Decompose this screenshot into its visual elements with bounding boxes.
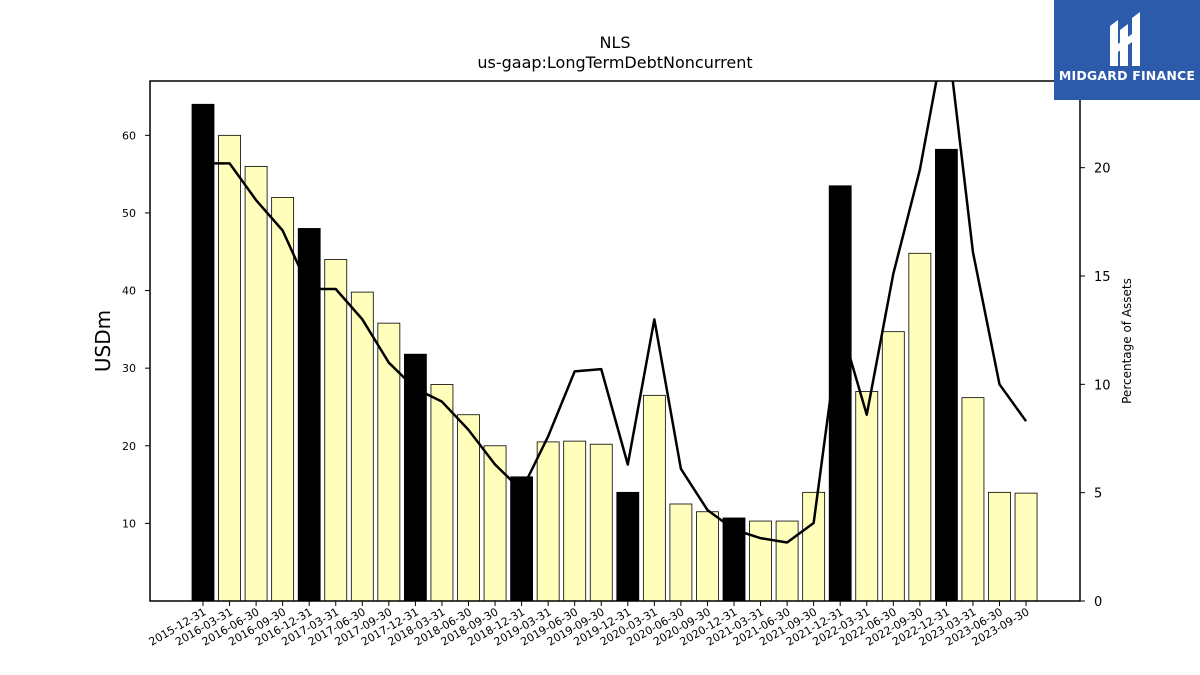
bar-2016-12-31 xyxy=(297,228,321,602)
y2-tick-label: 15 xyxy=(1094,270,1111,285)
bar-2022-06-30 xyxy=(881,331,905,602)
bar-2019-09-30 xyxy=(589,443,613,602)
y-tick-label: 10 xyxy=(122,517,136,530)
bar-2017-06-30 xyxy=(350,291,374,602)
y2-tick-label: 5 xyxy=(1094,487,1102,502)
midgard-finance-logo: MIDGARD FINANCE xyxy=(1054,0,1200,100)
y-tick-label: 40 xyxy=(122,285,136,298)
bar-2022-03-31 xyxy=(855,391,879,602)
chart-subtitle: us-gaap:LongTermDebtNoncurrent xyxy=(477,53,752,72)
y2-axis-label: Percentage of Assets xyxy=(1120,278,1134,404)
bar-2023-03-31 xyxy=(961,397,985,602)
bar-2019-06-30 xyxy=(563,440,587,602)
bar-2022-12-31 xyxy=(935,148,958,602)
bar-2017-09-30 xyxy=(377,322,401,602)
bar-2020-03-31 xyxy=(642,394,666,602)
bar-2016-09-30 xyxy=(271,197,295,602)
plot-frame xyxy=(149,80,1081,602)
bar-group xyxy=(191,103,1038,602)
bar-2020-06-30 xyxy=(669,503,693,602)
chart-title: NLS xyxy=(599,33,630,52)
line-layer xyxy=(203,81,1028,544)
bar-2021-06-30 xyxy=(775,520,799,602)
y-tick-label: 60 xyxy=(122,129,136,142)
bar-2016-03-31 xyxy=(218,134,241,602)
bar-2015-12-31 xyxy=(191,103,215,602)
bar-2019-12-31 xyxy=(616,491,640,602)
bar-2016-06-30 xyxy=(244,165,268,602)
y2-tick-label: 20 xyxy=(1094,162,1111,177)
bar-2019-03-31 xyxy=(536,441,560,602)
bar-2021-12-31 xyxy=(828,185,852,602)
bar-2018-09-30 xyxy=(483,445,507,602)
y-tick-label: 30 xyxy=(122,362,136,375)
bar-2021-03-31 xyxy=(749,520,772,602)
bar-2022-09-30 xyxy=(908,252,932,602)
y2-tick-label: 10 xyxy=(1094,378,1111,393)
percentage-line xyxy=(203,81,1028,544)
y-axis-label: USDm xyxy=(91,310,115,372)
logo-text: MIDGARD FINANCE xyxy=(1058,68,1196,83)
bar-2018-12-31 xyxy=(510,476,534,602)
logo-mark-icon xyxy=(1110,12,1140,66)
y2-tick-label: 0 xyxy=(1094,595,1102,610)
bar-2020-09-30 xyxy=(696,511,719,602)
bar-2017-03-31 xyxy=(324,259,348,602)
bar-2021-09-30 xyxy=(802,491,826,602)
bar-2018-06-30 xyxy=(457,414,480,602)
y-tick-label: 50 xyxy=(122,207,136,220)
bar-2018-03-31 xyxy=(430,384,454,602)
bar-2023-09-30 xyxy=(1014,492,1038,602)
bar-2023-06-30 xyxy=(988,491,1011,602)
y-tick-label: 20 xyxy=(122,440,136,453)
